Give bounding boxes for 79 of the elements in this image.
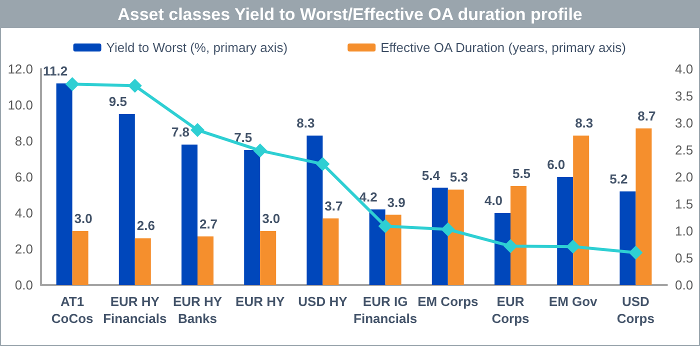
data-label: 3.0: [262, 211, 280, 226]
bar: [134, 238, 151, 285]
data-label: 5.5: [512, 166, 531, 181]
chart-title: Asset classes Yield to Worst/Effective OA duration profile: [1, 1, 699, 28]
point: [504, 239, 518, 254]
y2-tick-label: 4.0: [675, 62, 694, 76]
legend-label: Yield to Worst (%, primary axis): [106, 40, 288, 55]
bar: [636, 128, 652, 285]
data-label: 5.3: [450, 170, 468, 185]
bar: [182, 144, 198, 285]
data-label: 3.0: [74, 211, 92, 226]
y-tick-label: 2.0: [14, 242, 33, 256]
point: [316, 157, 330, 172]
bar: [432, 188, 448, 285]
point: [440, 222, 455, 236]
y-tick-label: 0.0: [14, 278, 33, 292]
bar: [573, 136, 590, 285]
point: [190, 123, 204, 138]
bar: [56, 83, 72, 285]
data-label: 2.7: [199, 216, 218, 232]
data-label: 4.0: [484, 193, 503, 208]
data-label: 4.2: [359, 189, 378, 204]
x-tick-label: EUR IG Financials: [354, 294, 418, 326]
y2-tick-label: 2.0: [675, 170, 694, 184]
y2-tick-label: 3.0: [675, 116, 694, 130]
x-tick-label: USD HY: [298, 294, 348, 309]
bar: [448, 190, 464, 285]
data-label: 2.6: [136, 218, 155, 234]
point: [378, 219, 392, 234]
bar: [322, 218, 339, 285]
bar: [198, 236, 214, 285]
data-label: 11.2: [43, 63, 68, 78]
y-tick-label: 12.0: [8, 62, 33, 76]
data-label: 8.7: [638, 108, 656, 124]
data-label: 9.5: [108, 94, 127, 109]
data-label: 7.5: [234, 130, 252, 145]
point: [128, 78, 142, 93]
x-tick-label: EM Corps: [418, 294, 478, 309]
point: [65, 77, 80, 92]
data-label: 7.8: [171, 124, 190, 140]
x-tick-label: USD Corps: [616, 294, 654, 326]
y-tick-label: 6.0: [14, 170, 33, 184]
legend-label: Effective OA Duration (years, primary axis): [380, 40, 626, 55]
bar: [620, 191, 636, 285]
x-tick-label: EUR HY Banks: [172, 294, 222, 326]
y2-tick-label: 3.5: [675, 88, 694, 104]
data-label: 8.3: [296, 116, 315, 131]
data-label: 3.7: [324, 198, 343, 214]
bar: [494, 213, 510, 285]
bar: [260, 231, 276, 285]
point: [628, 246, 643, 260]
data-label: 5.2: [610, 171, 628, 186]
bar: [306, 136, 323, 285]
point: [253, 144, 268, 158]
bar: [118, 114, 135, 285]
y-tick-label: 8.0: [14, 134, 33, 148]
x-tick-label: EUR HY Financials: [103, 294, 167, 326]
x-tick-label: EM Gov: [548, 294, 598, 309]
y2-tick-label: 1.5: [675, 196, 694, 212]
bar: [510, 186, 526, 285]
data-label: 6.0: [547, 157, 566, 172]
y2-tick-label: 0.0: [675, 278, 694, 292]
bar: [244, 150, 260, 285]
bar: [385, 214, 402, 285]
data-label: 3.9: [387, 194, 406, 210]
data-label: 8.3: [575, 116, 594, 131]
x-tick-label: EUR HY: [236, 294, 285, 309]
bar: [369, 209, 386, 285]
y2-tick-label: 1.0: [675, 224, 694, 238]
data-label: 5.4: [422, 168, 441, 183]
x-tick-label: EUR Corps: [492, 294, 530, 326]
bar: [72, 231, 88, 285]
y-tick-label: 4.0: [14, 206, 33, 220]
y-tick-label: 10.0: [8, 98, 33, 112]
y2-tick-label: 2.5: [675, 142, 694, 158]
bar: [557, 177, 574, 285]
y2-tick-label: 0.5: [675, 250, 694, 266]
point: [566, 240, 580, 254]
x-tick-label: AT1 CoCos: [51, 294, 94, 326]
